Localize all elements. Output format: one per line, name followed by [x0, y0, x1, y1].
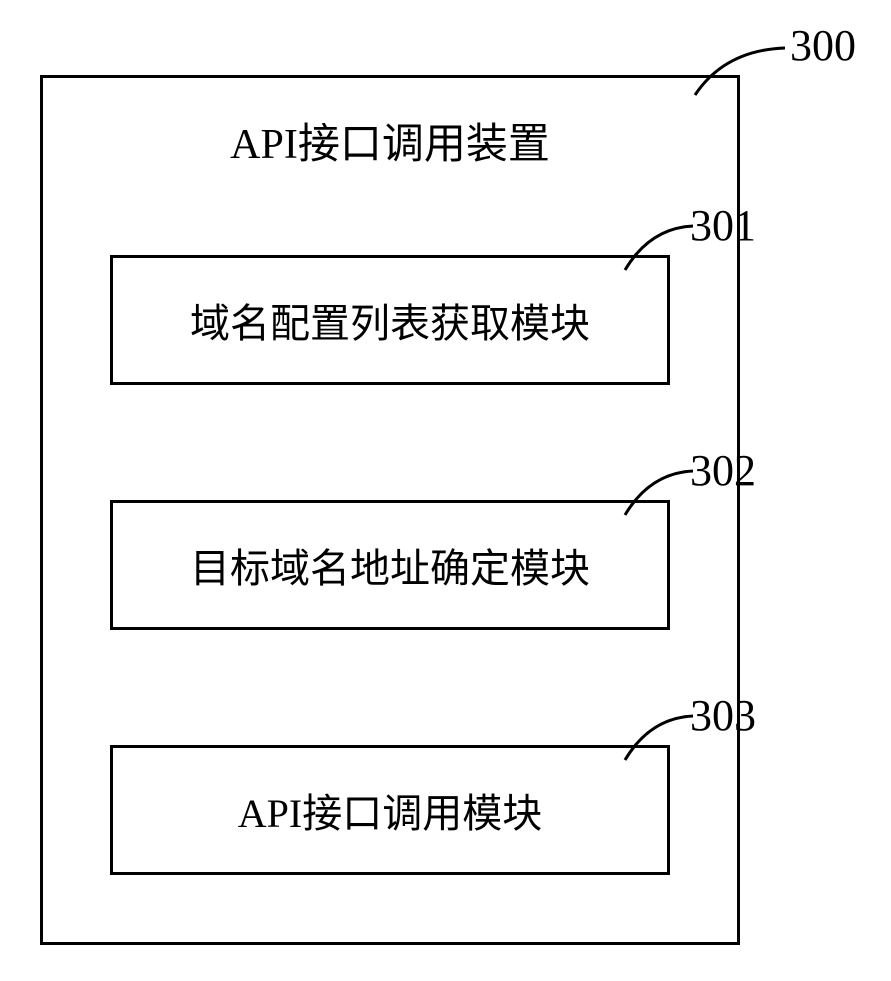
module-label: API接口调用模块 — [238, 781, 542, 839]
module-leader-303 — [615, 700, 735, 780]
module-box-303: API接口调用模块 — [110, 745, 670, 875]
module-leader-301 — [615, 210, 735, 290]
module-box-301: 域名配置列表获取模块 — [110, 255, 670, 385]
container-leader — [685, 30, 805, 110]
module-box-302: 目标域名地址确定模块 — [110, 500, 670, 630]
module-leader-302 — [615, 455, 735, 535]
module-label: 目标域名地址确定模块 — [190, 536, 590, 594]
container-title: API接口调用装置 — [40, 110, 740, 171]
module-label: 域名配置列表获取模块 — [190, 291, 590, 349]
